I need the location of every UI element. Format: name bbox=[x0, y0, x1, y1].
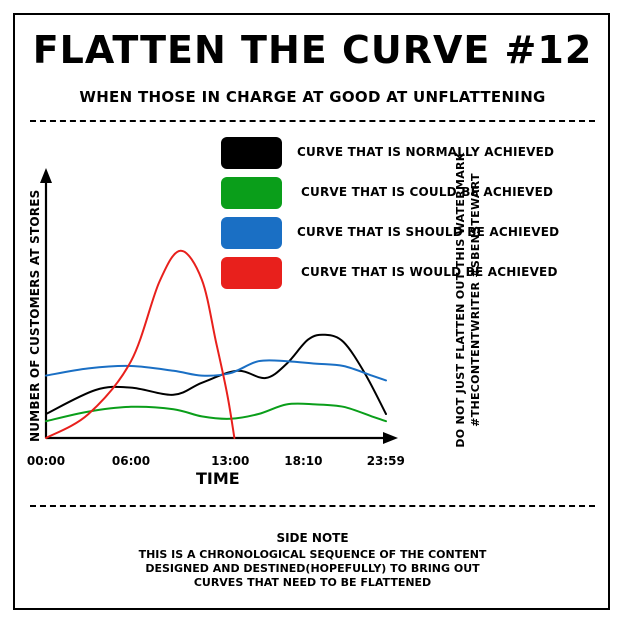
legend-entry-should: CURVE THAT IS SHOULD BE ACHIEVED bbox=[221, 217, 559, 249]
legend-swatch-normal bbox=[221, 137, 282, 169]
series-layer bbox=[45, 249, 387, 439]
legend-entry-would: CURVE THAT IS WOULD BE ACHIEVED bbox=[221, 257, 557, 289]
x-axis-label: TIME bbox=[196, 469, 240, 488]
x-tick-label: 06:00 bbox=[112, 454, 150, 468]
legend-entry-could: CURVE THAT IS COULD BE ACHIEVED bbox=[221, 177, 553, 209]
side-note-line-3: CURVES THAT NEED TO BE FLATTENED bbox=[193, 576, 432, 589]
series-line-normal bbox=[45, 333, 387, 415]
side-note-line-2: DESIGNED AND DESTINED(HOPEFULLY) TO BRIN… bbox=[145, 562, 480, 575]
legend-swatch-could bbox=[221, 177, 282, 209]
side-note-line-1: THIS IS A CHRONOLOGICAL SEQUENCE OF THE … bbox=[138, 548, 487, 561]
divider-top bbox=[30, 120, 595, 122]
page-subtitle: WHEN THOSE IN CHARGE AT GOOD AT UNFLATTE… bbox=[79, 88, 546, 106]
x-tick-label: 23:59 bbox=[367, 454, 405, 468]
side-note-heading: SIDE NOTE bbox=[276, 531, 349, 545]
series-line-could bbox=[45, 402, 387, 423]
legend-label-normal: CURVE THAT IS NORMALLY ACHIEVED bbox=[297, 145, 555, 159]
y-axis-arrow bbox=[40, 168, 52, 183]
series-line-would bbox=[45, 249, 236, 439]
x-axis-arrow bbox=[383, 432, 398, 444]
side-note-body: THIS IS A CHRONOLOGICAL SEQUENCE OF THE … bbox=[0, 548, 625, 590]
x-tick-labels: 00:00 06:00 13:00 18:10 23:59 bbox=[27, 454, 405, 468]
divider-bottom bbox=[30, 505, 595, 507]
legend-label-would: CURVE THAT IS WOULD BE ACHIEVED bbox=[301, 265, 558, 279]
legend-swatch-should bbox=[221, 217, 282, 249]
x-tick-label: 13:00 bbox=[211, 454, 249, 468]
legend-label-could: CURVE THAT IS COULD BE ACHIEVED bbox=[301, 185, 554, 199]
legend-label-should: CURVE THAT IS SHOULD BE ACHIEVED bbox=[297, 225, 560, 239]
x-tick-label: 18:10 bbox=[284, 454, 322, 468]
x-tick-label: 00:00 bbox=[27, 454, 65, 468]
border-frame bbox=[13, 13, 610, 610]
legend-swatch-would bbox=[221, 257, 282, 289]
legend-entry-normal: CURVE THAT IS NORMALLY ACHIEVED bbox=[221, 137, 554, 169]
page-title: FLATTEN THE CURVE #12 bbox=[32, 28, 593, 72]
